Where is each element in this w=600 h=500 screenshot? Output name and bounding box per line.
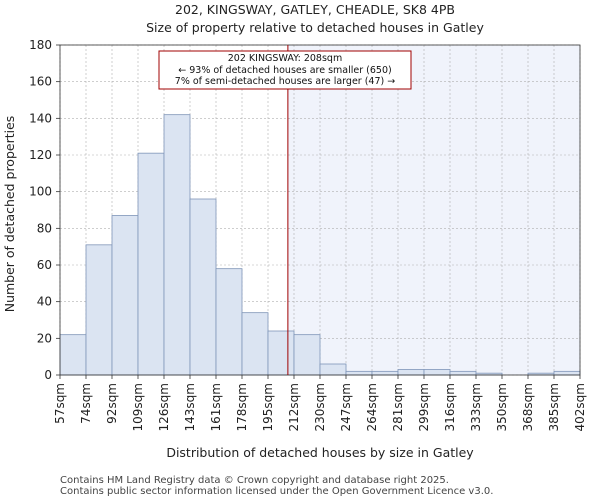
annotation-line-3: 7% of semi-detached houses are larger (4… (175, 76, 395, 87)
x-tick-label: 126sqm (157, 383, 171, 431)
annotation-box (158, 50, 412, 90)
bar-195sqm (267, 330, 295, 376)
x-tick-label: 143sqm (183, 383, 197, 431)
x-tick-label: 212sqm (287, 383, 301, 431)
y-tick-label: 0 (44, 368, 52, 382)
y-tick-label: 60 (37, 258, 52, 272)
x-axis-label: Distribution of detached houses by size … (166, 445, 474, 460)
y-tick-label: 160 (29, 75, 52, 89)
chart-subtitle: Size of property relative to detached ho… (146, 20, 484, 35)
bar-230sqm (319, 363, 347, 376)
x-tick-label: 281sqm (391, 383, 405, 431)
x-tick-label: 402sqm (573, 383, 587, 431)
x-tick-label: 350sqm (495, 383, 509, 431)
bar-178sqm (241, 312, 269, 376)
bar-57sqm (59, 334, 87, 376)
bar-264sqm (371, 370, 399, 376)
y-tick-label: 140 (29, 111, 52, 125)
y-axis-label: Number of detached properties (2, 116, 17, 313)
bar-299sqm (423, 369, 451, 376)
bar-109sqm (137, 152, 165, 376)
chart-title: 202, KINGSWAY, GATLEY, CHEADLE, SK8 4PB (175, 2, 455, 17)
y-tick-label: 40 (37, 295, 52, 309)
x-tick-label: 195sqm (261, 383, 275, 431)
bar-161sqm (215, 268, 243, 376)
footer-line-2: Contains public sector information licen… (60, 486, 493, 497)
y-tick-label: 120 (29, 148, 52, 162)
bar-74sqm (85, 244, 113, 376)
annotation-line-1: 202 KINGSWAY: 208sqm (228, 53, 342, 64)
y-tick-label: 100 (29, 185, 52, 199)
x-tick-label: 161sqm (209, 383, 223, 431)
footer-line-1: Contains HM Land Registry data © Crown c… (60, 475, 449, 486)
bar-247sqm (345, 370, 373, 376)
x-tick-label: 299sqm (417, 383, 431, 431)
bar-316sqm (449, 370, 477, 376)
x-tick-label: 333sqm (469, 383, 483, 431)
x-tick-label: 264sqm (365, 383, 379, 431)
x-tick-label: 230sqm (313, 383, 327, 431)
x-tick-label: 109sqm (131, 383, 145, 431)
y-tick-label: 180 (29, 38, 52, 52)
y-tick-label: 80 (37, 221, 52, 235)
bar-126sqm (163, 114, 191, 376)
x-tick-label: 316sqm (443, 383, 457, 431)
x-tick-label: 247sqm (339, 383, 353, 431)
bar-143sqm (189, 198, 217, 376)
highlight-region (287, 45, 580, 375)
x-tick-label: 92sqm (105, 383, 119, 424)
x-tick-label: 178sqm (235, 383, 249, 431)
x-tick-label: 385sqm (547, 383, 561, 431)
bar-92sqm (111, 215, 139, 376)
bar-281sqm (397, 369, 425, 376)
x-tick-label: 57sqm (53, 383, 67, 424)
bar-212sqm (293, 334, 321, 376)
y-tick-label: 20 (37, 331, 52, 345)
x-tick-label: 74sqm (79, 383, 93, 424)
annotation-line-2: ← 93% of detached houses are smaller (65… (178, 65, 391, 76)
bar-385sqm (553, 370, 581, 376)
x-tick-label: 368sqm (521, 383, 535, 431)
